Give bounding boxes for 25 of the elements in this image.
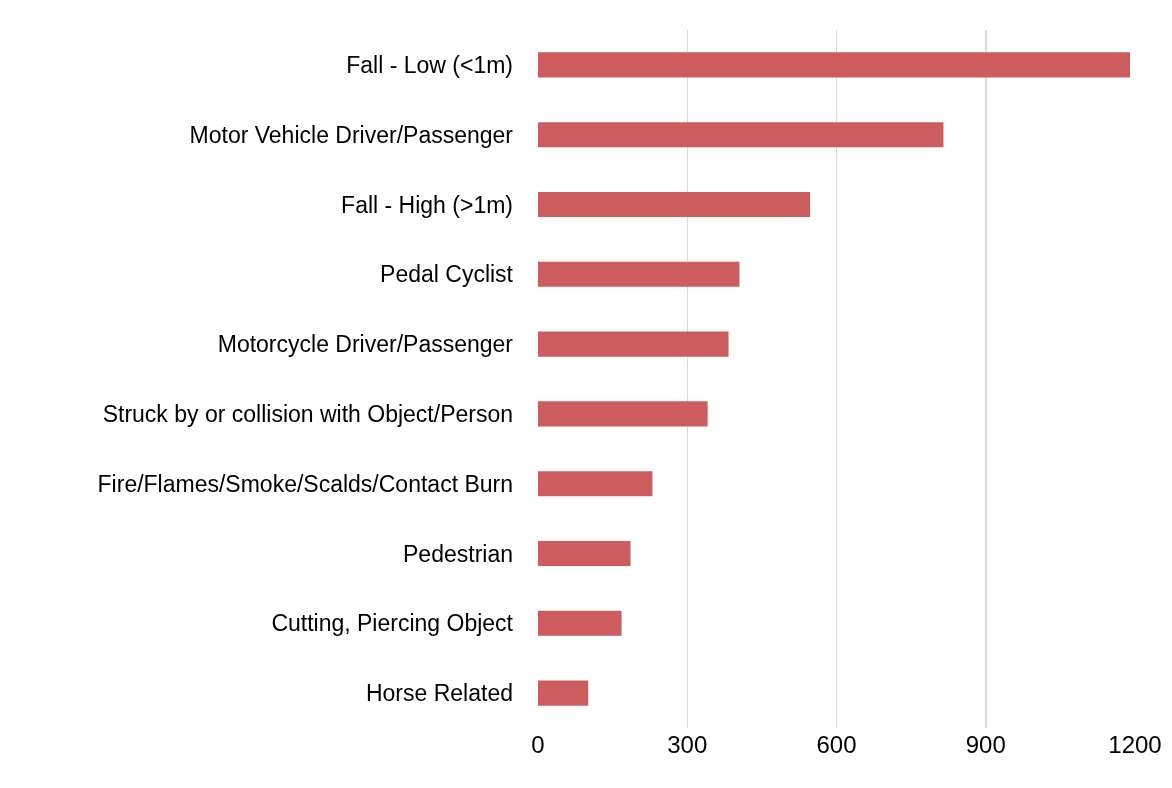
- bar: [538, 471, 653, 497]
- bar: [538, 331, 729, 357]
- bar: [538, 52, 1131, 78]
- x-tick-label: 900: [965, 731, 1006, 758]
- bar: [538, 191, 811, 218]
- x-tick-label: 1200: [1108, 731, 1162, 758]
- y-tick-label: Pedal Cyclist: [380, 261, 514, 288]
- bar: [538, 540, 631, 567]
- x-tick-label: 300: [667, 731, 708, 758]
- y-tick-label: Cutting, Piercing Object: [271, 610, 514, 637]
- bar: [538, 401, 708, 427]
- y-tick-label: Fire/Flames/Smoke/Scalds/Contact Burn: [97, 470, 513, 497]
- y-tick-label: Horse Related: [365, 680, 513, 707]
- bar: [538, 610, 622, 636]
- y-tick-label: Pedestrian: [403, 540, 513, 567]
- y-tick-label: Fall - Low (<1m): [346, 51, 513, 78]
- bar: [538, 680, 589, 706]
- bar: [538, 261, 740, 287]
- x-tick-label: 600: [816, 731, 857, 758]
- bar: [538, 122, 944, 148]
- y-tick-label: Struck by or collision with Object/Person: [102, 400, 513, 427]
- y-tick-label: Motor Vehicle Driver/Passenger: [189, 121, 514, 148]
- y-tick-label: Fall - High (>1m): [341, 191, 513, 218]
- y-tick-label: Motorcycle Driver/Passenger: [217, 331, 514, 358]
- x-tick-label: 0: [531, 731, 545, 758]
